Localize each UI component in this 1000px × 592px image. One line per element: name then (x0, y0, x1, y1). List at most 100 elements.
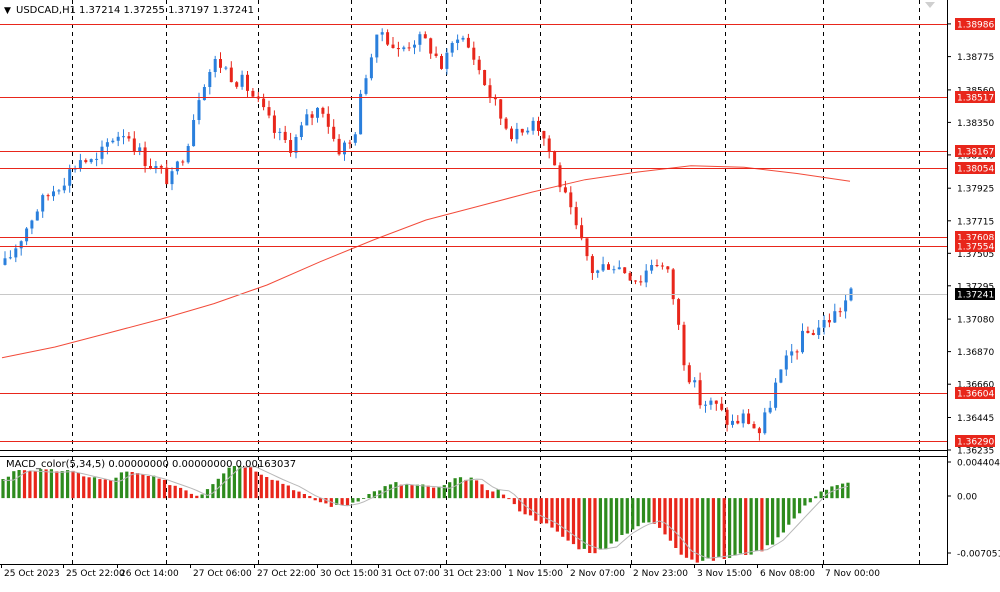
macd-histogram[interactable] (1, 465, 850, 563)
candle-body (305, 114, 309, 126)
candle-body (19, 241, 23, 249)
horizontal-levels[interactable] (0, 24, 947, 442)
macd-bar (367, 494, 371, 499)
candle-body (795, 351, 799, 353)
candle-body (57, 190, 61, 192)
candle (316, 107, 319, 123)
candle-body (235, 82, 239, 87)
macd-bar (60, 471, 64, 499)
macd-bar (566, 498, 570, 541)
candle-body (456, 39, 460, 43)
level-price-tag[interactable] (955, 387, 995, 399)
price-tick-label: 1.37295 (957, 282, 994, 292)
level-price-tag[interactable] (955, 18, 995, 30)
candle-body (289, 140, 293, 153)
candle (305, 109, 309, 126)
candle (224, 66, 228, 71)
macd-bar (442, 485, 446, 499)
candle-body (709, 400, 713, 405)
macd-bar (485, 490, 489, 499)
candle-body (213, 59, 217, 72)
candle (418, 31, 422, 52)
candle (768, 400, 772, 414)
candle (644, 264, 648, 288)
macd-bar (792, 498, 796, 519)
candle-body (741, 413, 745, 424)
candle (725, 407, 729, 432)
level-price-tag[interactable] (955, 162, 995, 174)
macd-bar (625, 498, 629, 534)
candle-body (596, 270, 600, 273)
candle-body (25, 228, 29, 242)
candle (547, 135, 551, 159)
candle (666, 266, 670, 273)
chart-shift-icon[interactable] (925, 2, 935, 8)
level-price-tag[interactable] (955, 91, 995, 103)
macd-axis[interactable]: 0.0044049 0.00 -0.0070513 (947, 459, 1000, 560)
candle (757, 426, 761, 441)
candle (413, 40, 416, 55)
candle-body (111, 140, 115, 143)
candle-body (472, 47, 476, 60)
macd-bar (695, 498, 699, 563)
candle-body (14, 248, 18, 258)
candle-body (763, 412, 767, 434)
candle (558, 162, 562, 193)
macd-bar (663, 498, 667, 535)
candle (369, 53, 373, 81)
macd-bar (803, 498, 807, 506)
header-arrow-icon[interactable]: ▼ (4, 6, 11, 16)
macd-bar (195, 495, 199, 499)
candle (267, 100, 271, 119)
macd-bar (71, 470, 75, 499)
macd-indicator-label: MACD_color(5,34,5) 0.00000000 0.00000000… (6, 459, 296, 470)
level-price-tag[interactable] (955, 435, 995, 447)
candle-body (229, 67, 233, 83)
candlesticks[interactable] (3, 28, 853, 441)
candle (677, 297, 681, 330)
candle-body (628, 273, 632, 281)
macd-bar (259, 474, 263, 499)
candle-body (574, 207, 578, 226)
macd-bar (593, 498, 597, 554)
candle-body (655, 265, 659, 266)
candle-body (537, 120, 540, 131)
candle (3, 251, 7, 266)
candle (795, 349, 799, 360)
candle (687, 362, 691, 385)
macd-bar (555, 498, 559, 532)
candle (806, 326, 810, 334)
macd-bar (507, 498, 511, 500)
macd-bar (168, 485, 172, 499)
candle-body (768, 407, 772, 413)
candle-body (316, 107, 319, 118)
macd-bar (690, 498, 694, 560)
macd-bar (464, 479, 468, 499)
candle-body (3, 258, 7, 265)
candle-body (95, 158, 99, 160)
macd-bar (136, 473, 140, 499)
macd-bar (738, 498, 742, 554)
macd-bar (744, 498, 748, 555)
level-price-tag[interactable] (955, 145, 995, 157)
macd-bar (66, 470, 70, 499)
macd-bar (684, 498, 689, 558)
candle (68, 164, 72, 193)
candle (310, 111, 314, 126)
macd-bar (394, 482, 398, 499)
candle (127, 132, 131, 142)
candle-body (208, 72, 212, 87)
ma-line (1, 165, 851, 359)
macd-bar (679, 498, 683, 555)
level-price-tag[interactable] (955, 240, 995, 252)
candle-body (623, 267, 627, 274)
macd-bar (733, 498, 737, 556)
price-axis[interactable]: 1.389861.387751.385601.383501.381401.379… (947, 18, 995, 457)
candle (175, 160, 179, 175)
candle-body (504, 118, 508, 129)
ohlc-values: 1.37214 1.37255 1.37197 1.37241 (79, 5, 254, 16)
macd-bar (711, 498, 715, 561)
